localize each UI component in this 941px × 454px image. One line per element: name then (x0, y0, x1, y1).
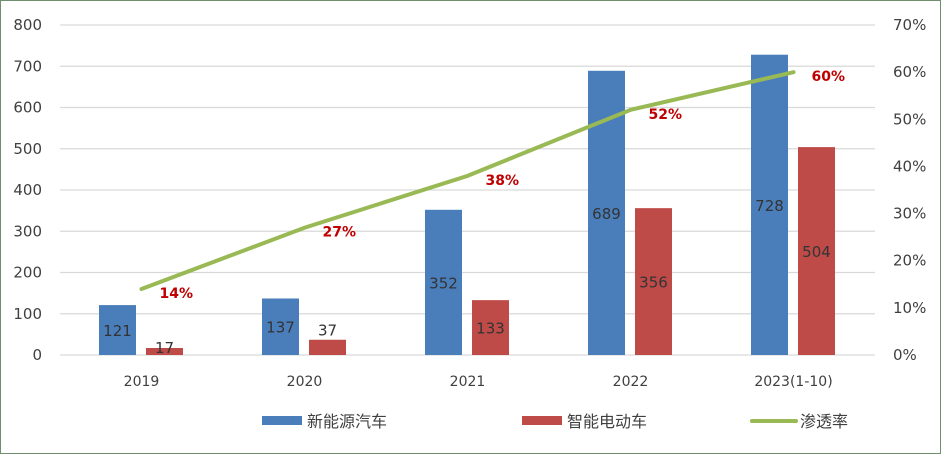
line-data-label: 60% (812, 69, 846, 85)
x-tick-label: 2023(1-10) (754, 374, 832, 390)
line-data-label: 14% (160, 286, 194, 302)
y-right-tick-label: 50% (893, 110, 926, 128)
legend-swatch (262, 416, 302, 425)
line-penetration-rate (139, 70, 796, 291)
y-right-tick-label: 60% (893, 63, 926, 81)
bar-data-label: 728 (755, 197, 784, 215)
x-tick-label: 2022 (613, 374, 649, 390)
y-right-tick-label: 20% (893, 252, 926, 270)
line-data-label: 52% (649, 107, 683, 123)
bar-smart-ev (635, 208, 672, 355)
legend-label: 新能源汽车 (307, 412, 387, 431)
bar-smart-ev (309, 339, 346, 355)
bar-smart-ev (472, 300, 509, 355)
y-right-tick-label: 0% (893, 346, 917, 364)
y-right-tick-label: 10% (893, 299, 926, 317)
bar-data-label: 352 (429, 274, 458, 292)
bar-data-label: 504 (802, 243, 831, 261)
y-left-tick-label: 800 (13, 16, 42, 34)
legend-swatch (522, 416, 562, 425)
bar-data-label: 689 (592, 205, 621, 223)
x-tick-label: 2021 (450, 374, 486, 390)
y-left-tick-label: 300 (13, 222, 42, 240)
y-left-tick-label: 100 (13, 305, 42, 323)
x-tick-label: 2019 (124, 374, 160, 390)
bar-data-label: 356 (639, 274, 668, 292)
bar-nev (262, 298, 299, 355)
bar-data-label: 37 (318, 322, 337, 340)
bar-data-label: 133 (476, 320, 505, 338)
y-right-tick-label: 40% (893, 157, 926, 175)
bar-smart-ev (798, 147, 835, 355)
bar-data-label: 121 (103, 322, 132, 340)
bar-nev (425, 209, 462, 355)
bar-nev (99, 305, 136, 355)
x-tick-label: 2020 (287, 374, 323, 390)
bar-data-label: 137 (266, 319, 295, 337)
y-left-tick-label: 200 (13, 264, 42, 282)
y-left-tick-label: 700 (13, 57, 42, 75)
bar-data-label: 17 (155, 339, 174, 357)
y-right-tick-label: 70% (893, 16, 926, 34)
y-left-tick-label: 0 (32, 346, 42, 364)
y-left-tick-label: 400 (13, 181, 42, 199)
line-data-label: 27% (323, 225, 357, 241)
legend-label: 智能电动车 (567, 412, 647, 431)
y-left-tick-label: 600 (13, 99, 42, 117)
bar-smart-ev (146, 347, 183, 355)
legend-label: 渗透率 (800, 412, 848, 431)
y-left-tick-label: 500 (13, 140, 42, 158)
line-data-label: 38% (486, 173, 520, 189)
y-right-tick-label: 30% (893, 205, 926, 223)
bar-nev (751, 54, 788, 355)
